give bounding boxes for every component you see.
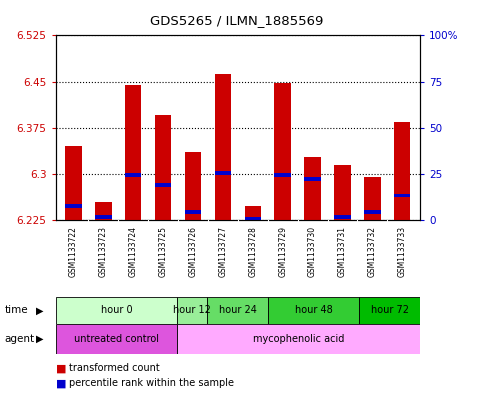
Bar bbox=[334, 165, 351, 220]
FancyBboxPatch shape bbox=[177, 324, 420, 354]
Bar bbox=[65, 204, 82, 208]
Text: ■: ■ bbox=[56, 363, 66, 373]
Text: GSM1133733: GSM1133733 bbox=[398, 226, 407, 277]
Text: transformed count: transformed count bbox=[69, 363, 160, 373]
Text: mycophenolic acid: mycophenolic acid bbox=[253, 334, 344, 344]
FancyBboxPatch shape bbox=[359, 297, 420, 324]
Text: GSM1133722: GSM1133722 bbox=[69, 226, 78, 277]
Text: hour 0: hour 0 bbox=[100, 305, 132, 316]
Text: ■: ■ bbox=[56, 378, 66, 388]
Text: GSM1133731: GSM1133731 bbox=[338, 226, 347, 277]
Text: GDS5265 / ILMN_1885569: GDS5265 / ILMN_1885569 bbox=[150, 14, 323, 27]
Text: GSM1133729: GSM1133729 bbox=[278, 226, 287, 277]
Text: ▶: ▶ bbox=[36, 334, 44, 344]
Text: hour 24: hour 24 bbox=[219, 305, 257, 316]
Bar bbox=[304, 157, 321, 220]
Text: GSM1133727: GSM1133727 bbox=[218, 226, 227, 277]
Bar bbox=[65, 146, 82, 220]
FancyBboxPatch shape bbox=[56, 297, 177, 324]
Bar bbox=[185, 210, 201, 214]
Text: GSM1133723: GSM1133723 bbox=[99, 226, 108, 277]
Bar bbox=[215, 171, 231, 174]
Bar bbox=[155, 116, 171, 220]
Bar bbox=[95, 215, 112, 219]
Bar bbox=[185, 152, 201, 220]
Bar bbox=[155, 183, 171, 187]
Text: GSM1133724: GSM1133724 bbox=[129, 226, 138, 277]
Text: agent: agent bbox=[5, 334, 35, 344]
Text: time: time bbox=[5, 305, 28, 316]
Bar bbox=[274, 173, 291, 177]
Text: hour 48: hour 48 bbox=[295, 305, 333, 316]
Bar bbox=[215, 74, 231, 220]
Bar bbox=[274, 83, 291, 220]
Bar bbox=[304, 177, 321, 181]
FancyBboxPatch shape bbox=[208, 297, 268, 324]
Text: GSM1133730: GSM1133730 bbox=[308, 226, 317, 277]
Text: GSM1133726: GSM1133726 bbox=[188, 226, 198, 277]
Text: GSM1133725: GSM1133725 bbox=[158, 226, 168, 277]
Text: GSM1133728: GSM1133728 bbox=[248, 226, 257, 277]
Bar bbox=[125, 173, 142, 177]
Bar bbox=[244, 217, 261, 221]
Text: GSM1133732: GSM1133732 bbox=[368, 226, 377, 277]
Bar bbox=[244, 206, 261, 220]
Text: hour 72: hour 72 bbox=[371, 305, 409, 316]
FancyBboxPatch shape bbox=[177, 297, 208, 324]
Bar bbox=[364, 210, 381, 214]
Text: ▶: ▶ bbox=[36, 305, 44, 316]
Bar bbox=[394, 194, 411, 197]
Bar bbox=[125, 84, 142, 220]
Bar bbox=[364, 177, 381, 220]
Text: hour 12: hour 12 bbox=[173, 305, 211, 316]
FancyBboxPatch shape bbox=[268, 297, 359, 324]
Text: percentile rank within the sample: percentile rank within the sample bbox=[69, 378, 234, 388]
Text: untreated control: untreated control bbox=[74, 334, 159, 344]
Bar bbox=[334, 215, 351, 219]
FancyBboxPatch shape bbox=[56, 324, 177, 354]
Bar bbox=[394, 121, 411, 220]
Bar bbox=[95, 202, 112, 220]
